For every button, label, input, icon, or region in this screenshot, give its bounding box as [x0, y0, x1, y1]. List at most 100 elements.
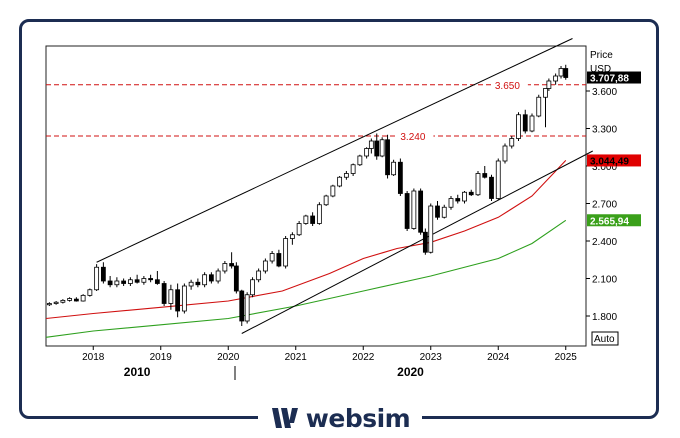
candle-body	[283, 238, 289, 267]
candle-45	[343, 171, 349, 180]
auto-scale-label[interactable]: Auto	[594, 334, 615, 345]
y-axis-unit: USD	[590, 64, 611, 75]
candle-26	[222, 261, 228, 274]
candle-79	[558, 66, 564, 79]
candle-6	[87, 288, 93, 297]
candle-body	[343, 173, 349, 178]
candle-body	[553, 75, 559, 82]
candle-body	[233, 265, 239, 292]
candle-65	[468, 189, 474, 196]
candle-34	[269, 251, 275, 264]
y-tick-label-6: 3.600	[592, 87, 617, 98]
y-axis-title: Price	[590, 50, 613, 61]
candle-body	[239, 290, 245, 322]
candle-47	[357, 154, 363, 166]
candle-body	[441, 206, 447, 218]
last-price-tag: 3.707,88	[587, 71, 641, 85]
candle-30	[244, 292, 250, 324]
candle-body	[134, 279, 140, 283]
candle-55	[404, 191, 410, 231]
ma-fast-tag-label: 3.044,49	[590, 156, 629, 167]
candle-body	[489, 176, 494, 199]
candle-body	[448, 198, 454, 208]
era-label-0: 2010	[124, 365, 151, 379]
candle-body	[391, 161, 397, 176]
candle-38	[296, 221, 302, 236]
candle-body	[482, 173, 488, 178]
brand-logo: websim	[258, 402, 422, 434]
candle-body	[181, 285, 187, 312]
candle-body	[154, 279, 160, 284]
candles	[46, 64, 569, 326]
y-tick-label-2: 2.400	[592, 237, 617, 248]
candle-body	[350, 164, 356, 174]
candle-78	[553, 73, 559, 85]
candle-body	[256, 270, 262, 281]
candle-36	[283, 236, 289, 269]
candle-63	[455, 194, 461, 204]
candle-17	[161, 281, 167, 306]
candle-57	[418, 188, 424, 235]
candle-68	[489, 174, 494, 201]
candle-53	[391, 159, 397, 176]
candle-body	[543, 88, 548, 98]
candle-body	[73, 298, 79, 302]
level-label-bg-0	[491, 78, 528, 91]
candle-59	[428, 203, 434, 254]
candle-72	[516, 112, 521, 141]
value-tags: 3.707,88 3.044,49 2.565,94	[587, 71, 641, 227]
candle-22	[195, 278, 201, 288]
candle-body	[316, 204, 322, 224]
candle-40	[310, 212, 316, 226]
candle-19	[175, 283, 181, 318]
candle-body	[509, 138, 515, 147]
candle-42	[323, 194, 329, 206]
candle-67	[482, 166, 488, 179]
candle-16	[154, 271, 160, 285]
candle-21	[188, 279, 194, 290]
candle-58	[422, 228, 428, 255]
candle-18	[168, 284, 174, 310]
ma-slow-tag: 2.565,94	[587, 214, 641, 227]
candle-body	[208, 274, 214, 282]
candle-29	[239, 289, 245, 326]
candle-body	[411, 190, 417, 229]
auto-scale-button[interactable]: Auto	[591, 331, 619, 346]
ma-fast-tag-bg	[587, 154, 641, 167]
candle-31	[250, 277, 255, 298]
y-tick-label-5: 3.300	[592, 125, 617, 136]
moving-averages	[45, 160, 567, 338]
candle-body	[53, 301, 59, 304]
candle-body	[114, 280, 120, 286]
candle-2	[60, 299, 66, 304]
candle-body	[529, 115, 535, 132]
candle-body	[100, 266, 106, 282]
candle-35	[276, 249, 282, 268]
candle-body	[546, 80, 552, 89]
candle-body	[563, 68, 569, 78]
candle-body	[46, 303, 52, 306]
candle-body	[175, 289, 181, 312]
candle-body	[435, 205, 440, 218]
candle-body	[397, 161, 403, 194]
candle-body	[87, 289, 93, 296]
candle-70	[502, 143, 508, 164]
candle-66	[475, 171, 481, 196]
candle-77	[546, 78, 552, 91]
websim-w-logo-icon	[271, 408, 298, 428]
candle-body	[495, 160, 501, 199]
last-price-tag-bg	[587, 71, 641, 84]
candle-body	[536, 96, 542, 117]
candle-body	[404, 193, 410, 229]
candle-51	[379, 137, 385, 158]
candle-body	[188, 281, 194, 287]
candle-76	[543, 88, 548, 128]
candle-43	[330, 184, 336, 198]
ma-line-1	[45, 219, 567, 338]
ma-slow-tag-bg	[587, 214, 641, 227]
candle-50	[374, 133, 380, 160]
candle-body	[357, 155, 363, 166]
candle-body	[455, 198, 461, 202]
x-axis: 2018 2019 2020 2021 2022 2023 2024 2025 2010 2020	[82, 346, 577, 380]
candle-body	[558, 68, 564, 77]
